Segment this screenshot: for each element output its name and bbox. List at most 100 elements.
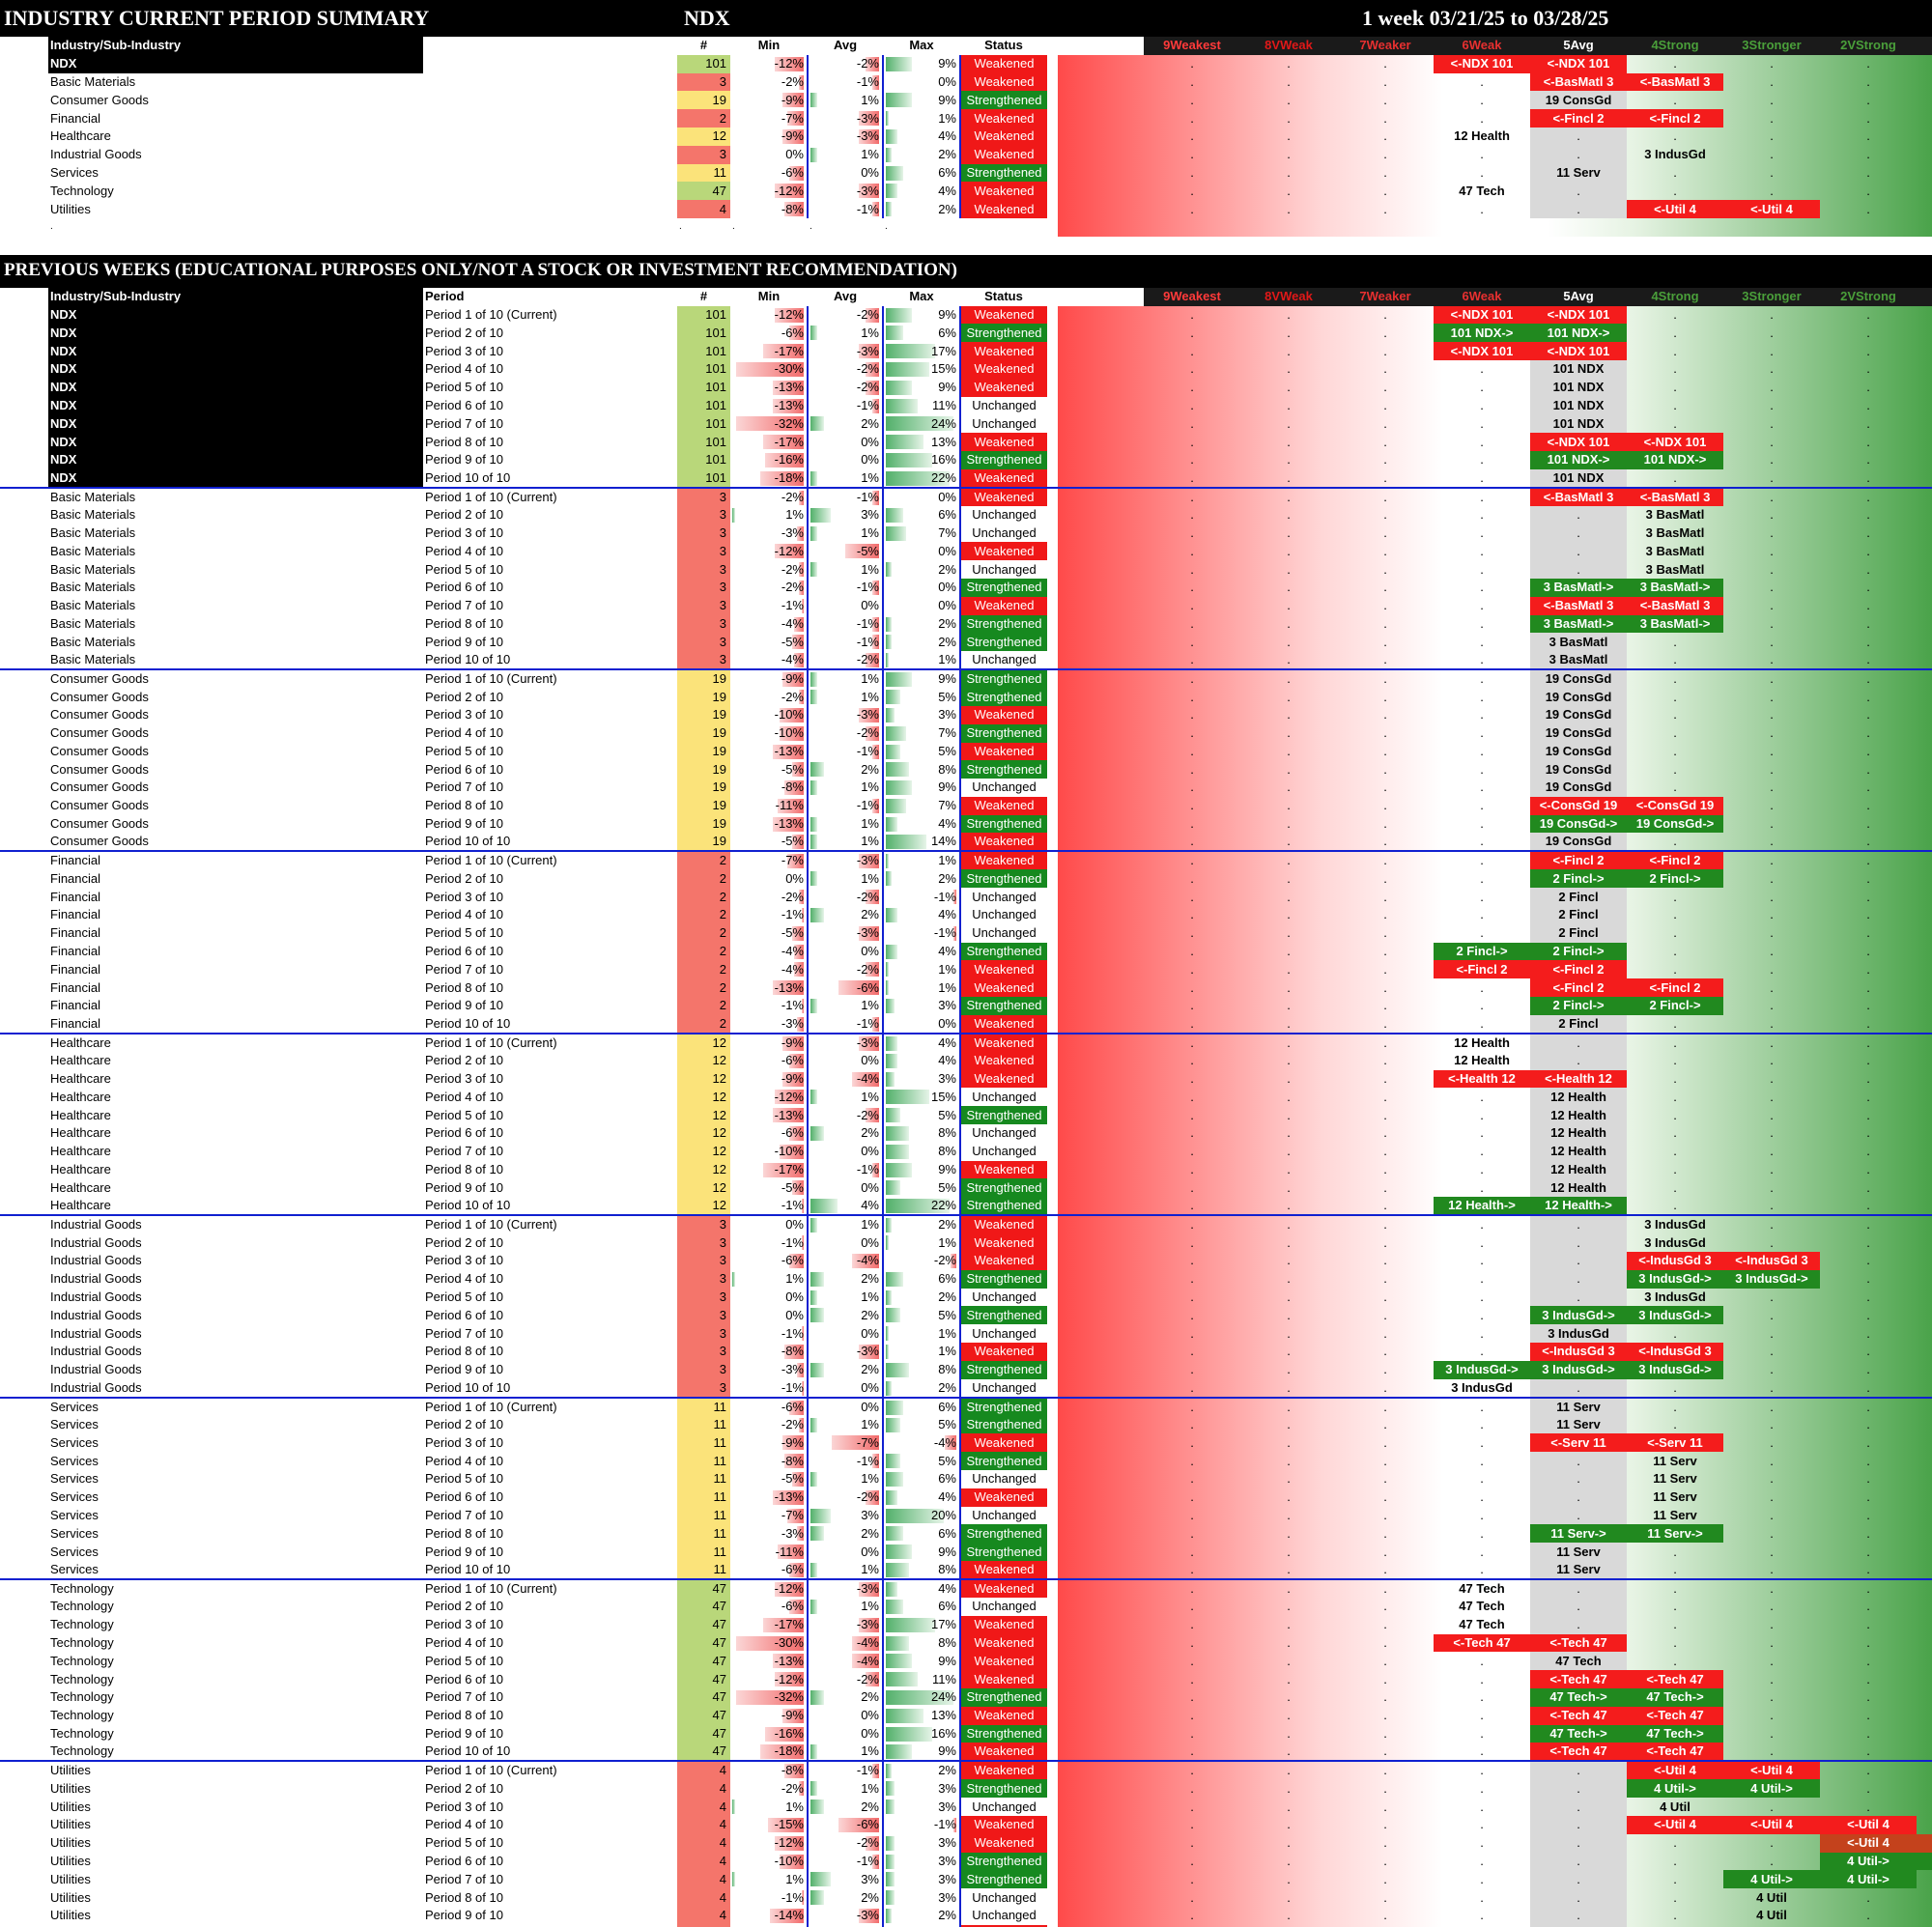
pct-value: 5% (938, 1179, 956, 1195)
pct-bar (775, 1835, 804, 1851)
status-badge: Weakened (959, 305, 1047, 325)
pct-bar (872, 74, 879, 90)
pct-value: 1% (938, 1325, 956, 1341)
row-spacer (0, 651, 48, 669)
level-cell: . (1287, 779, 1291, 795)
trailer-a: . (50, 221, 53, 233)
level-cell: . (1480, 110, 1484, 126)
level-cell: . (1866, 1289, 1870, 1305)
period-label: Period 3 of 10 (425, 1434, 503, 1450)
period-label: Period 5 of 10 (425, 743, 503, 758)
pct-bar (886, 1672, 918, 1687)
level-cell: . (1190, 73, 1194, 89)
level-cell: . (1287, 1743, 1291, 1759)
stock-count: 4 (677, 1870, 730, 1889)
level-cell: . (1190, 1162, 1194, 1177)
level-cell: . (1383, 798, 1387, 813)
level-cell: . (1383, 816, 1387, 832)
level-cell: 101 NDX (1530, 378, 1627, 397)
pct-value: 2% (861, 1362, 879, 1377)
pct-max: 9% (883, 91, 960, 109)
level-cell: . (1917, 943, 1932, 961)
header-period: Period (425, 289, 465, 304)
pct-bar (866, 1108, 879, 1123)
pct-bar (801, 1890, 804, 1906)
level-cell: . (1917, 797, 1932, 815)
pct-value: 2% (861, 1689, 879, 1705)
level-cell: . (1770, 128, 1774, 144)
trailer-e: . (885, 221, 888, 233)
level-cell: . (1673, 961, 1677, 977)
level-cell: . (1770, 1071, 1774, 1087)
industry-name: NDX (48, 378, 423, 397)
status-badge: Unchanged (959, 923, 1047, 943)
pct-max: 0% (883, 486, 960, 506)
pct-bar (784, 1764, 804, 1779)
pct-bar (953, 890, 956, 905)
pct-max: 24% (883, 1688, 960, 1707)
level-cell: . (1480, 380, 1484, 395)
pct-bar (732, 507, 735, 523)
row-pad (1047, 1870, 1144, 1888)
pct-min: -1% (730, 597, 808, 615)
pct-value: 7% (938, 524, 956, 540)
pct-value: -12% (774, 1671, 804, 1686)
pct-avg: 1% (807, 997, 884, 1015)
level-cell: . (1383, 524, 1387, 540)
pct-max: -1% (883, 924, 960, 943)
pct-max: 1% (883, 850, 960, 870)
row-spacer (0, 542, 48, 560)
level-cell: . (1190, 543, 1194, 558)
pct-min: 0% (730, 1289, 808, 1307)
pct-bar (775, 544, 804, 559)
level-cell: <-IndusGd 3 (1627, 1343, 1723, 1361)
level-cell: . (1673, 743, 1677, 758)
pct-value: -2% (856, 889, 879, 904)
status-badge: Strengthened (959, 614, 1047, 634)
pct-value: 9% (938, 1162, 956, 1177)
pct-bar (796, 525, 804, 541)
level-cell: . (1866, 1471, 1870, 1487)
pct-avg: 3% (807, 1506, 884, 1525)
pct-bar (859, 1908, 879, 1923)
period-label: Period 1 of 10 (Current) (423, 1032, 677, 1052)
status-badge: Weakened (959, 1670, 1047, 1688)
pct-min: -10% (730, 1853, 808, 1871)
pct-bar (859, 344, 879, 359)
pct-value: 1% (938, 110, 956, 126)
row-pad (1047, 1252, 1144, 1270)
level-cell: <-Util 4 (1917, 1833, 1932, 1853)
level-cell: 101 NDX-> (1530, 324, 1627, 343)
pct-value: 1% (861, 1743, 879, 1759)
level-cell: . (1190, 1289, 1194, 1305)
period-label (423, 109, 677, 128)
level-cell: <-IndusGd 3 (1723, 1252, 1820, 1270)
level-cell: . (1480, 507, 1484, 523)
status-badge: Weakened (959, 1233, 1047, 1253)
row-pad (1047, 128, 1144, 146)
row-pad (1047, 615, 1144, 634)
level-cell: . (1190, 1234, 1194, 1250)
pct-bar (794, 653, 804, 668)
pct-value: -3% (856, 707, 879, 723)
level-cell: . (1287, 110, 1291, 126)
header-level: 6Weak (1434, 287, 1530, 306)
status-badge: Weakened (959, 54, 1047, 73)
pct-bar (852, 1635, 879, 1651)
level-cell: . (1866, 1325, 1870, 1341)
trailer-b: . (679, 221, 682, 233)
industry-name: Technology (50, 1671, 114, 1686)
level-cell: . (1530, 1252, 1627, 1270)
level-cell: <-Tech 47 (1434, 1633, 1530, 1653)
period-label: Period 1 of 10 (Current) (425, 306, 557, 322)
row-pad (1047, 1032, 1144, 1052)
pct-bar (791, 925, 804, 941)
pct-value: -8% (781, 779, 804, 795)
industry-name: NDX (48, 305, 423, 325)
row-pad (1047, 1416, 1144, 1434)
pct-value: -3% (856, 1908, 879, 1923)
status-badge: Weakened (959, 1577, 1047, 1598)
level-cell: . (1770, 998, 1774, 1013)
period-label: Period 8 of 10 (425, 615, 503, 631)
level-cell: . (1917, 1379, 1932, 1398)
